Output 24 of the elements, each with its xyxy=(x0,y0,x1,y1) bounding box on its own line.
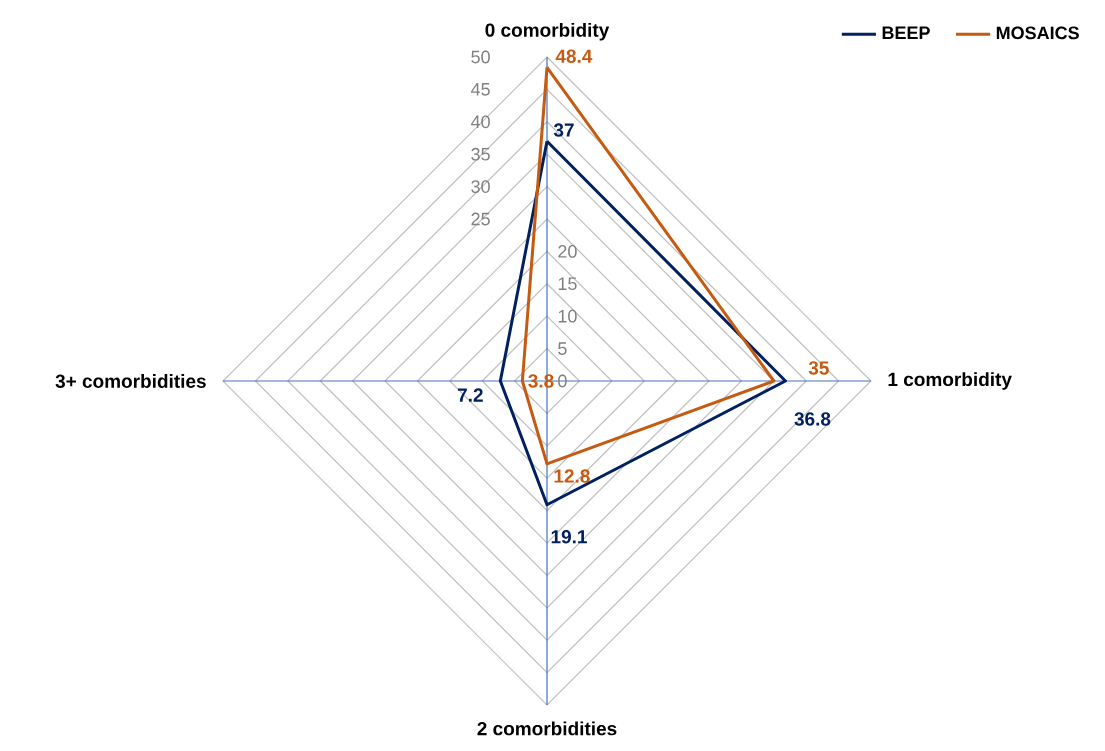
data-label: 7.2 xyxy=(457,388,483,402)
data-label: 12.8 xyxy=(554,469,590,483)
legend-label: BEEP xyxy=(882,26,930,39)
data-label: 36.8 xyxy=(794,412,831,426)
legend-label: MOSAICS xyxy=(996,26,1079,40)
data-label: 48.4 xyxy=(555,49,593,63)
y-tick-label: 35 xyxy=(471,147,490,161)
data-label: 3.8 xyxy=(528,374,554,388)
spoke-label: 0 comorbidity xyxy=(485,22,610,41)
spoke-label: 3+ comorbidities xyxy=(55,374,206,388)
data-label: 37 xyxy=(553,123,574,137)
y-tick-label: 15 xyxy=(558,277,577,291)
y-tick-label: 50 xyxy=(471,50,490,64)
spoke-label: 2 comorbidities xyxy=(477,721,617,736)
data-label: 35 xyxy=(808,361,829,375)
y-tick-label: 30 xyxy=(471,180,490,193)
y-tick-label: 5 xyxy=(558,342,567,355)
y-tick-label: 25 xyxy=(471,212,490,226)
y-tick-label: 45 xyxy=(470,83,490,96)
spoke-label: 1 comorbidity xyxy=(888,372,1012,390)
y-tick-label: 10 xyxy=(558,309,577,323)
y-tick-label: 20 xyxy=(558,245,577,258)
y-tick-label: 40 xyxy=(470,115,490,129)
data-label: 19.1 xyxy=(551,530,587,544)
